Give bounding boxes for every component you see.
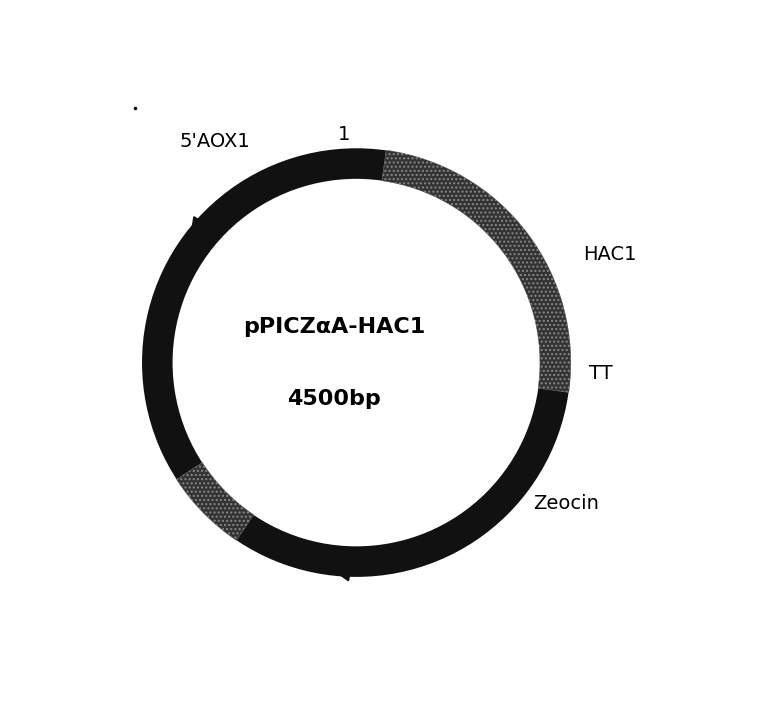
Polygon shape — [315, 549, 355, 581]
Polygon shape — [188, 217, 221, 257]
Text: 5'AOX1: 5'AOX1 — [179, 132, 250, 151]
Text: pPICZαA-HAC1: pPICZαA-HAC1 — [243, 317, 426, 337]
Text: 1: 1 — [337, 126, 350, 144]
Text: Zeocin: Zeocin — [534, 494, 599, 513]
Text: 4500bp: 4500bp — [287, 388, 381, 409]
Wedge shape — [176, 462, 254, 541]
Text: HAC1: HAC1 — [583, 246, 637, 264]
Text: TT: TT — [588, 364, 612, 383]
Wedge shape — [382, 150, 571, 393]
